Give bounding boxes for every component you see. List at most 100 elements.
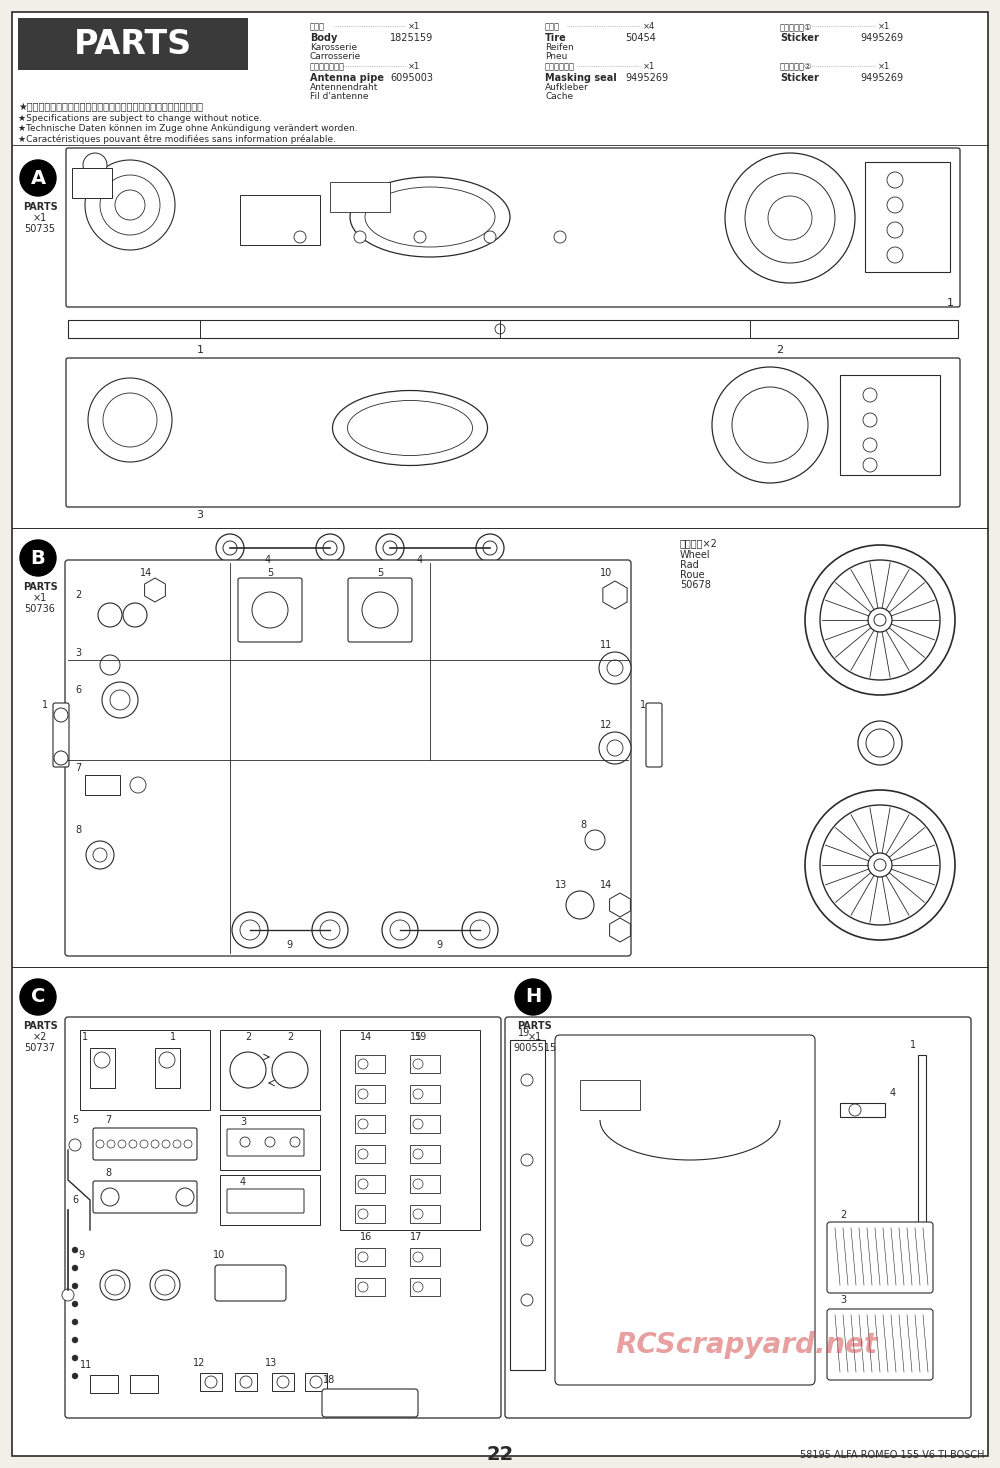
Circle shape	[849, 1104, 861, 1116]
Text: 18: 18	[323, 1376, 335, 1384]
FancyBboxPatch shape	[348, 578, 412, 642]
Bar	[410, 1279, 440, 1296]
Circle shape	[887, 172, 903, 188]
Text: 13: 13	[265, 1358, 277, 1368]
Text: 2: 2	[245, 1032, 251, 1042]
Circle shape	[521, 1235, 533, 1246]
Circle shape	[413, 1179, 423, 1189]
Bar	[235, 1373, 257, 1392]
Circle shape	[20, 540, 56, 575]
Circle shape	[887, 247, 903, 263]
Circle shape	[223, 542, 237, 555]
Text: ホイール×2: ホイール×2	[680, 537, 718, 548]
Text: 12: 12	[193, 1358, 205, 1368]
Text: 50736: 50736	[25, 603, 55, 614]
Circle shape	[72, 1283, 78, 1289]
FancyBboxPatch shape	[827, 1221, 933, 1293]
Text: 3: 3	[840, 1295, 846, 1305]
Text: ボディ: ボディ	[310, 22, 325, 31]
Text: 4: 4	[240, 1177, 246, 1188]
Circle shape	[484, 230, 496, 244]
Circle shape	[413, 1089, 423, 1100]
Text: 5: 5	[267, 568, 273, 578]
Circle shape	[93, 849, 107, 862]
Bar	[355, 1085, 385, 1102]
Circle shape	[159, 1053, 175, 1069]
Circle shape	[96, 1141, 104, 1148]
Circle shape	[866, 730, 894, 757]
Bar	[840, 374, 940, 476]
Text: PARTS: PARTS	[23, 203, 57, 211]
Circle shape	[413, 1210, 423, 1218]
Bar	[340, 1031, 480, 1230]
Circle shape	[607, 740, 623, 756]
Circle shape	[413, 1058, 423, 1069]
Circle shape	[358, 1149, 368, 1160]
Text: タイヤ: タイヤ	[545, 22, 560, 31]
Text: B: B	[31, 549, 45, 568]
Text: 12: 12	[600, 719, 612, 730]
Circle shape	[118, 1141, 126, 1148]
Text: 50454: 50454	[625, 32, 656, 43]
Circle shape	[232, 912, 268, 948]
Circle shape	[103, 393, 157, 446]
Text: 14: 14	[600, 879, 612, 890]
Text: 2: 2	[75, 590, 81, 600]
Text: PARTS: PARTS	[23, 1022, 57, 1031]
Text: Cache: Cache	[545, 92, 573, 101]
Circle shape	[72, 1373, 78, 1378]
Circle shape	[362, 592, 398, 628]
Bar	[410, 1116, 440, 1133]
Circle shape	[376, 534, 404, 562]
Text: PARTS: PARTS	[518, 1022, 552, 1031]
Circle shape	[312, 912, 348, 948]
Text: Masking seal: Masking seal	[545, 73, 617, 84]
Circle shape	[358, 1179, 368, 1189]
FancyBboxPatch shape	[227, 1129, 304, 1155]
Text: 15: 15	[410, 1032, 422, 1042]
Circle shape	[86, 841, 114, 869]
Text: ×1: ×1	[643, 62, 655, 70]
FancyBboxPatch shape	[65, 559, 631, 956]
Bar	[85, 775, 120, 796]
Text: PARTS: PARTS	[23, 581, 57, 592]
Bar	[72, 167, 112, 198]
Ellipse shape	[332, 390, 488, 465]
Bar	[410, 1248, 440, 1265]
Circle shape	[85, 160, 175, 250]
Circle shape	[316, 534, 344, 562]
Circle shape	[358, 1252, 368, 1262]
Circle shape	[820, 559, 940, 680]
Circle shape	[100, 655, 120, 675]
Text: Tire: Tire	[545, 32, 567, 43]
Circle shape	[413, 1252, 423, 1262]
Text: ステッカー②: ステッカー②	[780, 62, 812, 70]
Text: Fil d'antenne: Fil d'antenne	[310, 92, 368, 101]
Text: ★Caractéristiques pouvant être modifiées sans information préalable.: ★Caractéristiques pouvant être modifiées…	[18, 134, 336, 144]
Text: 7: 7	[105, 1116, 111, 1124]
Circle shape	[151, 1141, 159, 1148]
Circle shape	[123, 603, 147, 627]
FancyBboxPatch shape	[66, 358, 960, 506]
Bar	[355, 1145, 385, 1163]
Text: 9: 9	[286, 940, 292, 950]
Circle shape	[585, 829, 605, 850]
Text: RCScrapyard.net: RCScrapyard.net	[615, 1331, 877, 1359]
Bar	[220, 1174, 320, 1224]
Text: 9495269: 9495269	[625, 73, 668, 84]
Text: Sticker: Sticker	[780, 73, 819, 84]
Bar	[865, 161, 950, 272]
Text: 6: 6	[75, 686, 81, 694]
Circle shape	[495, 324, 505, 335]
Circle shape	[863, 437, 877, 452]
Bar	[410, 1174, 440, 1193]
Text: Body: Body	[310, 32, 337, 43]
Text: 4: 4	[417, 555, 423, 565]
Text: ×1: ×1	[528, 1032, 542, 1042]
Text: Pneu: Pneu	[545, 51, 567, 62]
Circle shape	[607, 661, 623, 675]
Text: 10: 10	[213, 1249, 225, 1260]
Text: 19: 19	[518, 1028, 530, 1038]
Circle shape	[100, 175, 160, 235]
Text: 6095003: 6095003	[390, 73, 433, 84]
